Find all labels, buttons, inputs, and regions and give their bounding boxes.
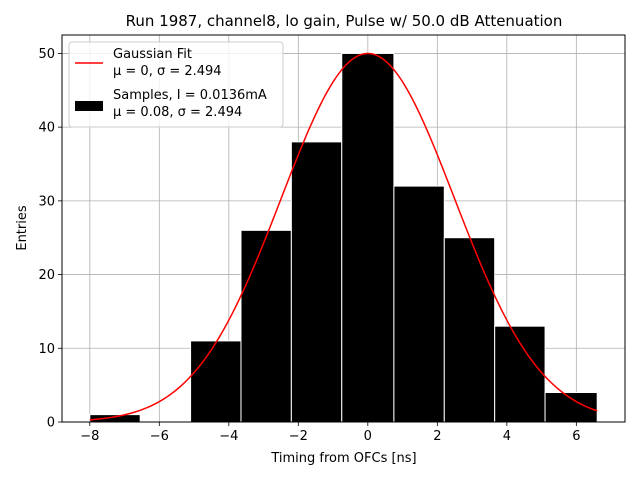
legend-samples-swatch [75,101,103,111]
histogram-bar [290,141,343,423]
legend-samples-stats: μ = 0.08, σ = 2.494 [113,105,242,120]
x-axis-label: Timing from OFCs [ns] [270,451,416,466]
histogram-bar [190,340,242,423]
y-tick-label: 50 [38,47,55,62]
plot-area-frame [61,34,626,423]
gaussian-fit-curve [89,52,598,421]
x-tick-label: −8 [80,429,99,444]
histogram-bar [393,185,445,423]
histogram-bar [494,325,546,423]
y-tick-label: 40 [38,121,55,136]
chart-title: Run 1987, channel8, lo gain, Pulse w/ 50… [126,12,563,30]
y-tick-label: 0 [47,416,55,431]
histogram-bar [240,229,292,423]
legend-box [68,41,284,128]
x-tick-label: 4 [503,429,511,444]
y-axis-ticks: 0 10 20 30 40 50 [38,47,62,431]
x-axis-ticks: −8 −6 −4 −2 0 2 4 6 [80,422,580,444]
y-tick-label: 30 [38,194,55,209]
gaussian-fit [89,52,598,421]
histogram-bar [341,52,395,423]
x-tick-label: 2 [433,429,441,444]
legend-samples-label: Samples, I = 0.0136mA [113,88,267,103]
histogram-bar [89,414,141,423]
legend: Gaussian Fit μ = 0, σ = 2.494 Samples, I… [68,41,284,128]
legend-fit-stats: μ = 0, σ = 2.494 [113,64,222,79]
x-tick-label: 6 [572,429,580,444]
histogram-bar [443,237,496,423]
x-tick-label: −2 [289,429,308,444]
y-tick-label: 10 [38,342,55,357]
y-tick-label: 20 [38,268,55,283]
legend-fit-label: Gaussian Fit [113,47,192,62]
x-tick-label: −6 [150,429,169,444]
y-axis-label: Entries [15,205,30,251]
x-tick-label: −4 [219,429,238,444]
x-tick-label: 0 [364,429,372,444]
